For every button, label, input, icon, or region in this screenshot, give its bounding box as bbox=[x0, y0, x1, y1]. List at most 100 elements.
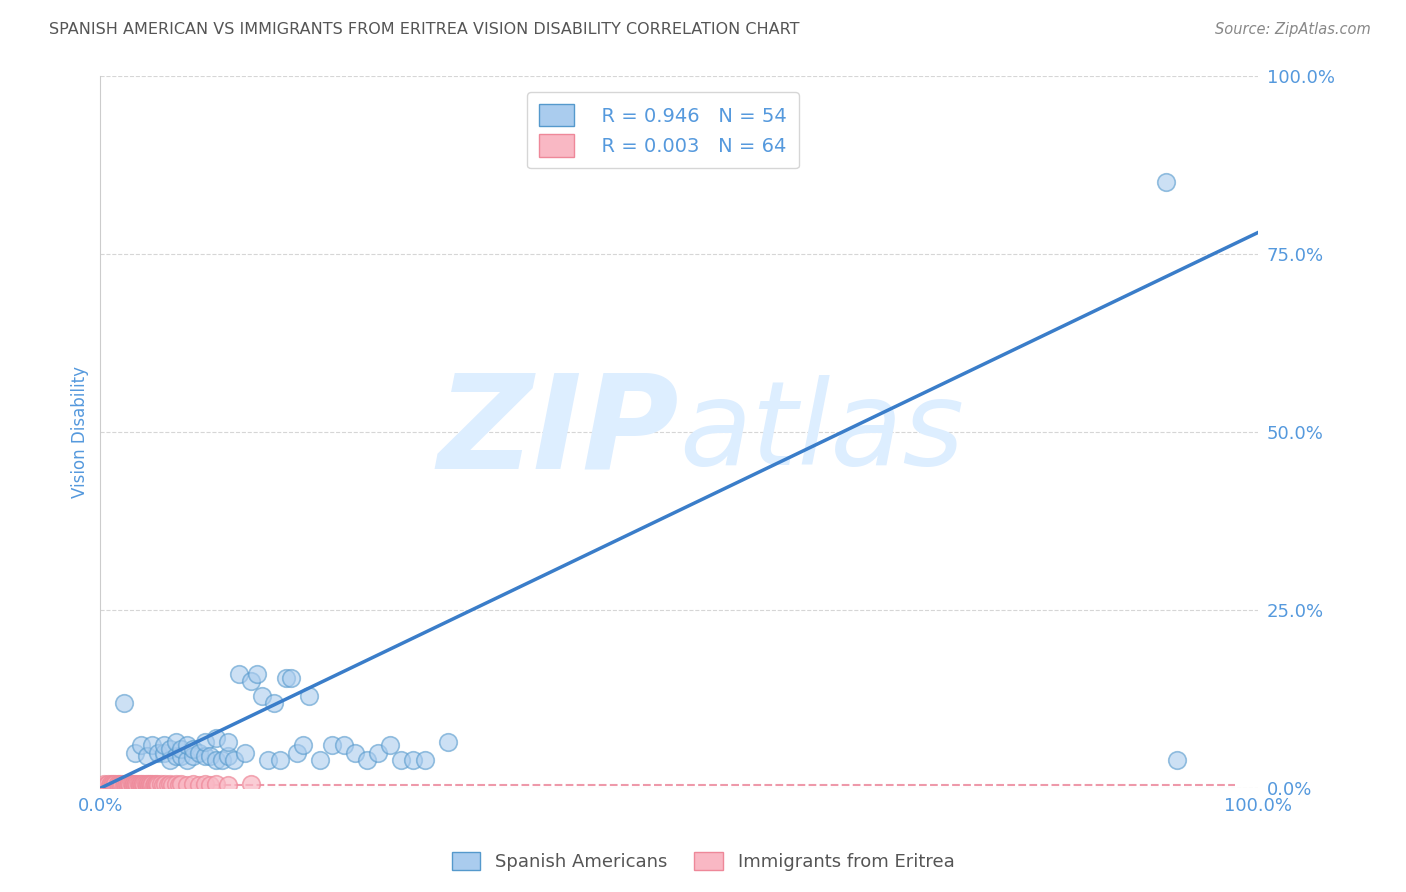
Point bbox=[129, 777, 152, 791]
Point bbox=[152, 778, 174, 792]
Point bbox=[309, 753, 332, 767]
Point bbox=[160, 778, 183, 792]
Point bbox=[128, 778, 150, 792]
Point bbox=[135, 749, 157, 764]
Point bbox=[194, 777, 217, 791]
Point bbox=[402, 753, 425, 767]
Point bbox=[170, 749, 193, 764]
Point bbox=[121, 777, 143, 791]
Point bbox=[134, 778, 156, 792]
Point bbox=[153, 739, 176, 753]
Point bbox=[138, 778, 160, 792]
Point bbox=[135, 778, 157, 792]
Point bbox=[269, 753, 291, 767]
Point bbox=[96, 778, 118, 792]
Point bbox=[233, 746, 256, 760]
Point bbox=[217, 735, 239, 749]
Point bbox=[165, 749, 187, 764]
Text: Source: ZipAtlas.com: Source: ZipAtlas.com bbox=[1215, 22, 1371, 37]
Point bbox=[124, 746, 146, 760]
Point bbox=[101, 777, 124, 791]
Point bbox=[176, 739, 198, 753]
Point bbox=[239, 674, 262, 689]
Point bbox=[128, 777, 150, 791]
Point bbox=[114, 778, 136, 792]
Point bbox=[127, 778, 149, 792]
Point bbox=[200, 778, 222, 792]
Legend:   R = 0.946   N = 54,   R = 0.003   N = 64: R = 0.946 N = 54, R = 0.003 N = 64 bbox=[527, 93, 799, 169]
Point bbox=[141, 777, 163, 791]
Point bbox=[167, 778, 190, 792]
Point bbox=[107, 777, 129, 791]
Point bbox=[274, 671, 297, 685]
Point bbox=[181, 742, 204, 756]
Point bbox=[112, 778, 135, 792]
Point bbox=[246, 667, 269, 681]
Point bbox=[121, 778, 143, 792]
Point bbox=[170, 742, 193, 756]
Point bbox=[332, 739, 354, 753]
Point bbox=[111, 777, 134, 791]
Point bbox=[239, 777, 262, 791]
Point bbox=[104, 777, 127, 791]
Point bbox=[217, 778, 239, 792]
Point bbox=[117, 778, 139, 792]
Point bbox=[131, 778, 153, 792]
Point bbox=[148, 746, 170, 760]
Point bbox=[292, 739, 315, 753]
Point bbox=[222, 753, 245, 767]
Point bbox=[97, 777, 120, 791]
Point bbox=[122, 777, 145, 791]
Point bbox=[141, 739, 163, 753]
Point bbox=[211, 753, 233, 767]
Point bbox=[120, 778, 142, 792]
Point bbox=[114, 777, 136, 791]
Point bbox=[187, 746, 209, 760]
Point bbox=[108, 777, 131, 791]
Point bbox=[298, 689, 321, 703]
Point bbox=[142, 778, 165, 792]
Point bbox=[356, 753, 378, 767]
Point bbox=[156, 778, 179, 792]
Point bbox=[205, 777, 228, 791]
Point bbox=[176, 778, 198, 792]
Point bbox=[1154, 176, 1177, 190]
Text: ZIP: ZIP bbox=[437, 368, 679, 495]
Point bbox=[257, 753, 280, 767]
Point bbox=[125, 777, 148, 791]
Point bbox=[263, 696, 285, 710]
Point bbox=[205, 731, 228, 746]
Point bbox=[124, 778, 146, 792]
Y-axis label: Vision Disability: Vision Disability bbox=[72, 366, 89, 498]
Point bbox=[378, 739, 401, 753]
Point bbox=[159, 753, 181, 767]
Point bbox=[98, 778, 121, 792]
Point bbox=[159, 777, 181, 791]
Point bbox=[93, 777, 115, 791]
Point bbox=[391, 753, 413, 767]
Point bbox=[187, 778, 209, 792]
Point bbox=[181, 777, 204, 791]
Point bbox=[194, 735, 217, 749]
Point bbox=[112, 696, 135, 710]
Point bbox=[118, 777, 141, 791]
Point bbox=[280, 671, 302, 685]
Point bbox=[149, 777, 172, 791]
Point bbox=[194, 749, 217, 764]
Point bbox=[153, 777, 176, 791]
Point bbox=[100, 777, 122, 791]
Point bbox=[165, 735, 187, 749]
Point bbox=[436, 735, 458, 749]
Point bbox=[145, 778, 167, 792]
Point bbox=[143, 777, 166, 791]
Point bbox=[141, 778, 163, 792]
Point bbox=[132, 777, 155, 791]
Point bbox=[170, 777, 193, 791]
Point bbox=[413, 753, 436, 767]
Point bbox=[228, 667, 250, 681]
Point bbox=[148, 778, 170, 792]
Point bbox=[129, 739, 152, 753]
Point bbox=[108, 778, 131, 792]
Text: atlas: atlas bbox=[679, 375, 965, 489]
Point bbox=[217, 749, 239, 764]
